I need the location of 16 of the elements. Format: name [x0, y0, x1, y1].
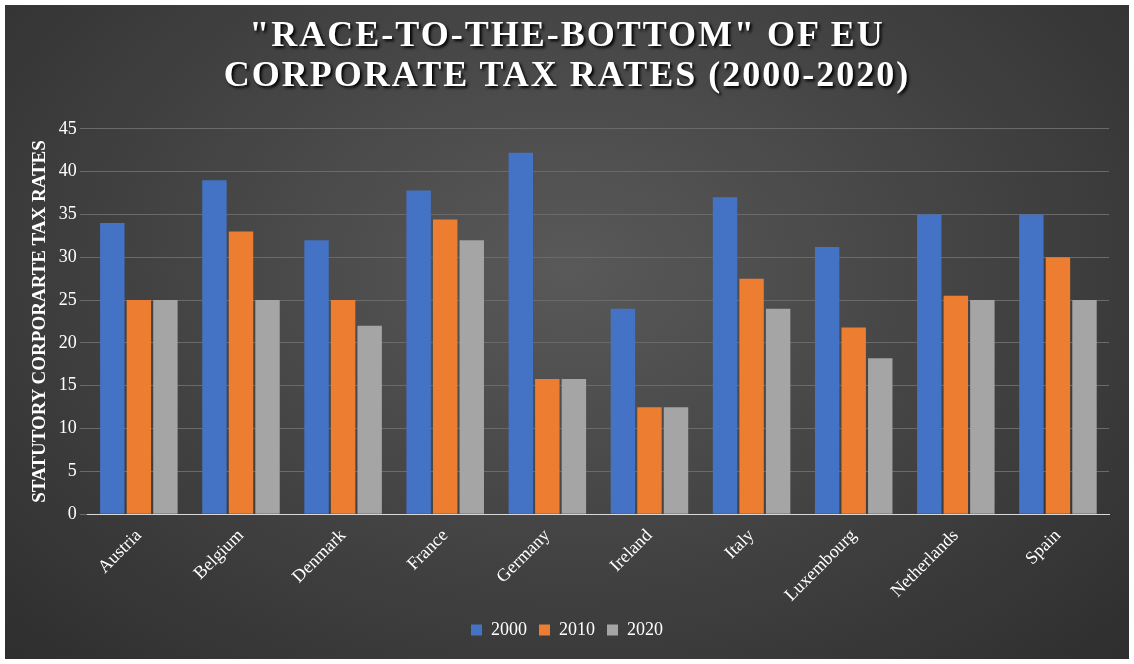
y-tick-label: 40: [58, 160, 77, 181]
chart-title: "RACE-TO-THE-BOTTOM" OF EU CORPORATE TAX RATES (2000-2020): [222, 14, 912, 95]
y-tick-label: 45: [58, 117, 77, 138]
y-tick-label: 35: [58, 203, 77, 224]
y-axis-title: STATUTORY CORPORARTE TAX RATES: [28, 140, 50, 503]
x-tick-label: Italy: [720, 524, 758, 563]
y-tick-label: 10: [58, 417, 77, 438]
y-tick-label: 25: [58, 288, 77, 309]
y-tick-label: 20: [58, 331, 77, 352]
y-tick-label: 0: [67, 502, 77, 523]
legend-label: 2020: [627, 618, 663, 639]
legend-label: 2010: [559, 618, 595, 639]
y-tick-label: 15: [58, 374, 77, 395]
legend-label: 2000: [491, 618, 527, 639]
y-tick-label: 5: [67, 460, 77, 481]
y-tick-label: 30: [58, 246, 77, 266]
